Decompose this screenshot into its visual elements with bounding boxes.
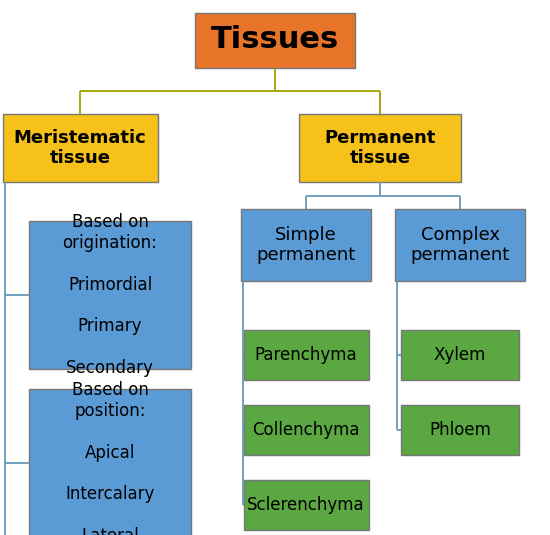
Text: Meristematic
tissue: Meristematic tissue bbox=[14, 128, 146, 167]
Text: Xylem: Xylem bbox=[434, 346, 486, 364]
Text: Permanent
tissue: Permanent tissue bbox=[324, 128, 436, 167]
FancyBboxPatch shape bbox=[244, 405, 368, 455]
FancyBboxPatch shape bbox=[29, 389, 191, 535]
Text: Sclerenchyma: Sclerenchyma bbox=[247, 496, 365, 514]
Text: Collenchyma: Collenchyma bbox=[252, 421, 360, 439]
FancyBboxPatch shape bbox=[299, 114, 461, 182]
FancyBboxPatch shape bbox=[244, 330, 368, 380]
Text: Simple
permanent: Simple permanent bbox=[256, 226, 356, 264]
Text: Tissues: Tissues bbox=[211, 26, 339, 55]
FancyBboxPatch shape bbox=[29, 221, 191, 369]
Text: Phloem: Phloem bbox=[429, 421, 491, 439]
FancyBboxPatch shape bbox=[244, 480, 368, 530]
FancyBboxPatch shape bbox=[3, 114, 157, 182]
FancyBboxPatch shape bbox=[401, 405, 519, 455]
FancyBboxPatch shape bbox=[395, 209, 525, 281]
FancyBboxPatch shape bbox=[401, 330, 519, 380]
Text: Complex
permanent: Complex permanent bbox=[410, 226, 510, 264]
Text: Based on
position:

Apical

Intercalary

Lateral: Based on position: Apical Intercalary La… bbox=[65, 381, 155, 535]
Text: Parenchyma: Parenchyma bbox=[255, 346, 358, 364]
FancyBboxPatch shape bbox=[241, 209, 371, 281]
FancyBboxPatch shape bbox=[195, 12, 355, 67]
Text: Based on
origination:

Primordial

Primary

Secondary: Based on origination: Primordial Primary… bbox=[63, 213, 157, 377]
